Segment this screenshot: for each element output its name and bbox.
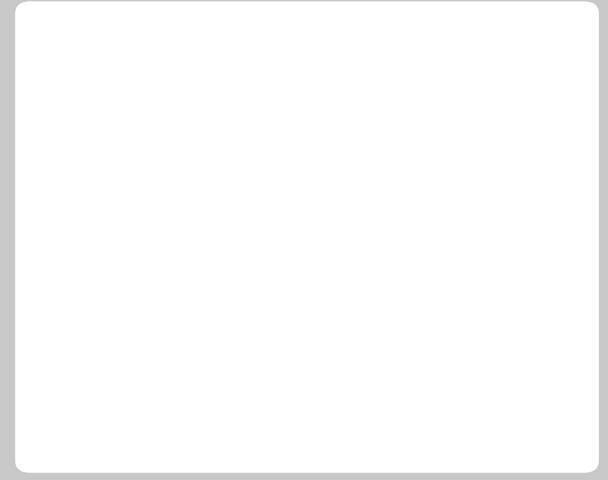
Ellipse shape <box>53 384 87 418</box>
Ellipse shape <box>53 334 87 367</box>
Ellipse shape <box>53 281 87 314</box>
Ellipse shape <box>53 433 87 467</box>
Text: 20.78: 20.78 <box>112 391 170 410</box>
Text: (NH3) is constant, then the specific heat of: (NH3) is constant, then the specific hea… <box>52 173 486 192</box>
Text: ammonia gas is (in JK^-1 mol^-1 units):-: ammonia gas is (in JK^-1 mol^-1 units):- <box>52 223 472 242</box>
Text: *: * <box>346 223 356 242</box>
Text: 8.31: 8.31 <box>112 288 157 307</box>
Text: 12.47: 12.47 <box>112 341 170 360</box>
Text: and another in a molecule of ammonia gas: and another in a molecule of ammonia gas <box>52 122 486 142</box>
Text: Q 11:- If the distance between each atom: Q 11:- If the distance between each atom <box>52 72 472 91</box>
Text: 25.81: 25.81 <box>112 441 170 460</box>
